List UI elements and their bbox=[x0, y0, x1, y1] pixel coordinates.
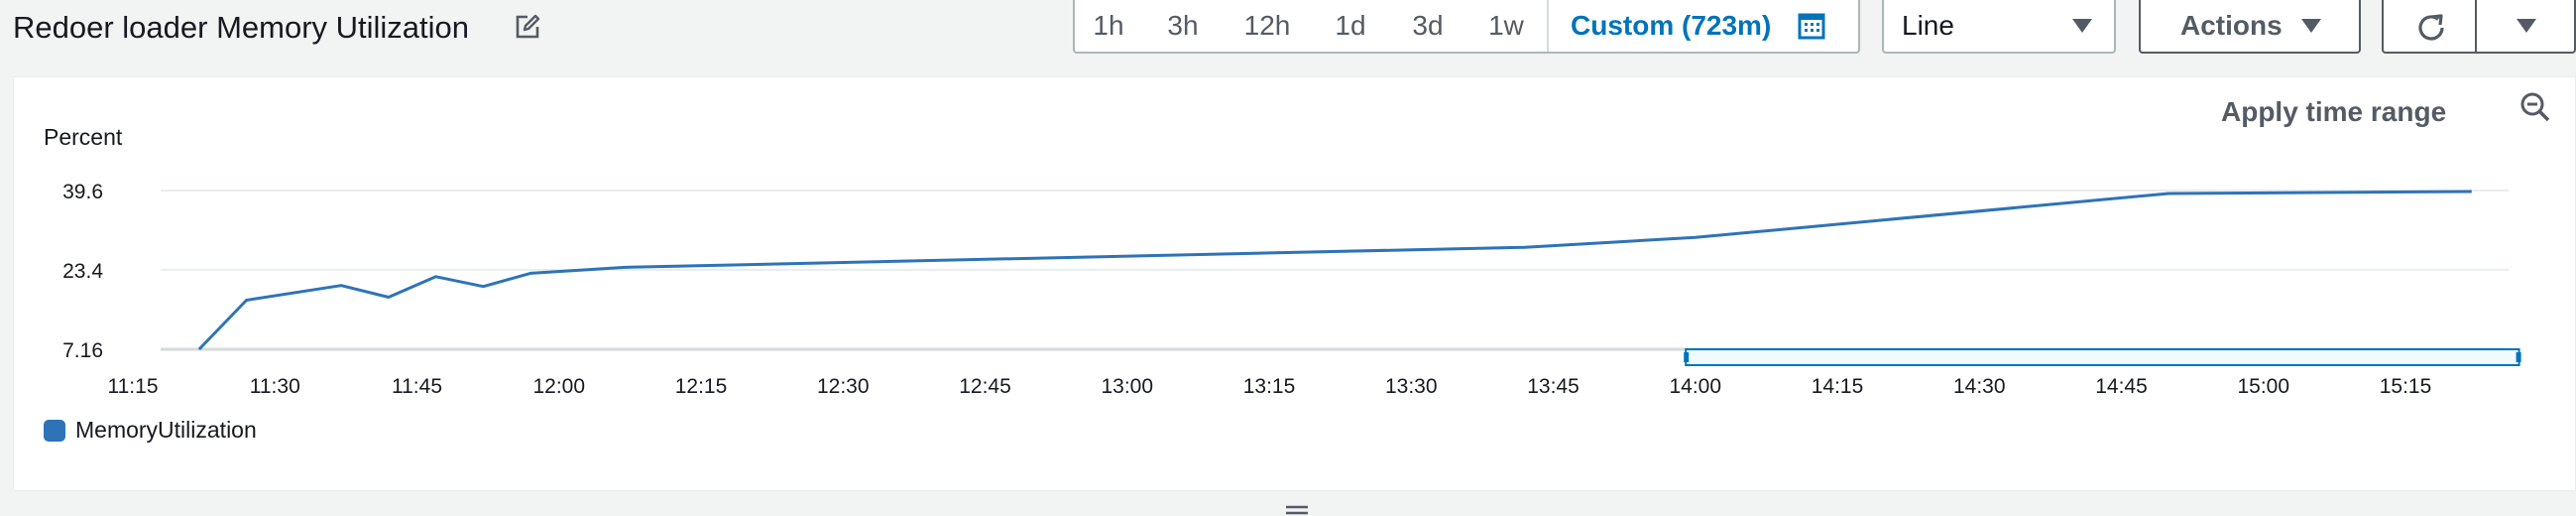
legend-item-memory-utilization[interactable]: MemoryUtilization bbox=[44, 417, 257, 444]
apply-time-range-button[interactable]: Apply time range bbox=[2221, 96, 2447, 127]
calendar-icon bbox=[1798, 13, 1825, 40]
x-tick-label: 12:15 bbox=[675, 375, 728, 398]
chart-panel bbox=[13, 76, 2576, 491]
refresh-icon bbox=[2418, 14, 2444, 41]
legend-label: MemoryUtilization bbox=[75, 417, 257, 443]
x-tick-label: 13:45 bbox=[1527, 375, 1580, 398]
x-tick-label: 11:30 bbox=[250, 375, 300, 398]
brush-handle-left bbox=[1684, 352, 1690, 362]
drag-handle-icon[interactable] bbox=[1286, 504, 1308, 516]
legend-swatch bbox=[44, 419, 65, 442]
x-tick-label: 14:45 bbox=[2095, 375, 2148, 398]
caret-down-icon bbox=[2301, 19, 2321, 33]
custom-range-button[interactable]: Custom (723m) bbox=[1547, 0, 1840, 52]
line-chart[interactable]: 7.16 23.4 39.6 11:15 11:30 11:45 12:00 12:15 12:… bbox=[0, 0, 2576, 417]
custom-range-label: Custom (723m) bbox=[1571, 10, 1772, 41]
graph-type-select[interactable]: Line bbox=[1882, 0, 2116, 54]
edit-icon[interactable] bbox=[514, 13, 541, 41]
zoom-out-icon[interactable] bbox=[2519, 91, 2551, 123]
x-tick-label: 12:30 bbox=[817, 375, 870, 398]
x-tick-label: 12:00 bbox=[532, 375, 585, 398]
x-tick-label: 15:15 bbox=[2380, 375, 2432, 398]
widget-title: Redoer loader Memory Utilization bbox=[13, 10, 470, 45]
x-tick-label: 11:15 bbox=[108, 375, 159, 398]
series-line-memoryutilization bbox=[197, 190, 2472, 351]
x-tick-label: 13:00 bbox=[1101, 375, 1153, 398]
refresh-button[interactable] bbox=[2382, 0, 2477, 54]
x-tick-label: 13:15 bbox=[1243, 375, 1296, 398]
brush-handle-right bbox=[2516, 352, 2521, 362]
actions-label: Actions bbox=[2180, 10, 2283, 41]
x-tick-label: 14:15 bbox=[1812, 375, 1864, 398]
time-range-selector: 1h 3h 12h 1d 3d 1w Custom (723m) bbox=[1073, 0, 1860, 54]
x-tick-label: 14:00 bbox=[1669, 375, 1721, 398]
range-1w-button[interactable]: 1w bbox=[1488, 10, 1524, 41]
refresh-options-button[interactable] bbox=[2475, 0, 2576, 54]
x-tick-label: 11:45 bbox=[392, 375, 442, 398]
x-tick-label: 14:30 bbox=[1953, 375, 2006, 398]
x-tick-label: 15:00 bbox=[2237, 375, 2289, 398]
range-3h-button[interactable]: 3h bbox=[1167, 10, 1199, 41]
x-tick-label: 13:30 bbox=[1385, 375, 1438, 398]
widget-header: Redoer loader Memory Utilization 1h 3h 1… bbox=[0, 0, 2576, 74]
actions-button[interactable]: Actions bbox=[2139, 0, 2361, 54]
y-tick-label: 7.16 bbox=[62, 339, 103, 362]
y-tick-label: 23.4 bbox=[62, 260, 103, 283]
y-tick-label: 39.6 bbox=[62, 181, 103, 203]
range-1h-button[interactable]: 1h bbox=[1093, 10, 1124, 41]
y-axis-label: Percent bbox=[44, 124, 123, 150]
x-tick-label: 12:45 bbox=[959, 375, 1011, 398]
range-3d-button[interactable]: 3d bbox=[1412, 10, 1444, 41]
range-1d-button[interactable]: 1d bbox=[1335, 10, 1366, 41]
graph-type-value: Line bbox=[1902, 10, 1954, 41]
caret-down-icon bbox=[2517, 19, 2536, 33]
caret-down-icon bbox=[2072, 19, 2092, 33]
range-12h-button[interactable]: 12h bbox=[1243, 10, 1291, 41]
selection-brush bbox=[1685, 348, 2520, 366]
